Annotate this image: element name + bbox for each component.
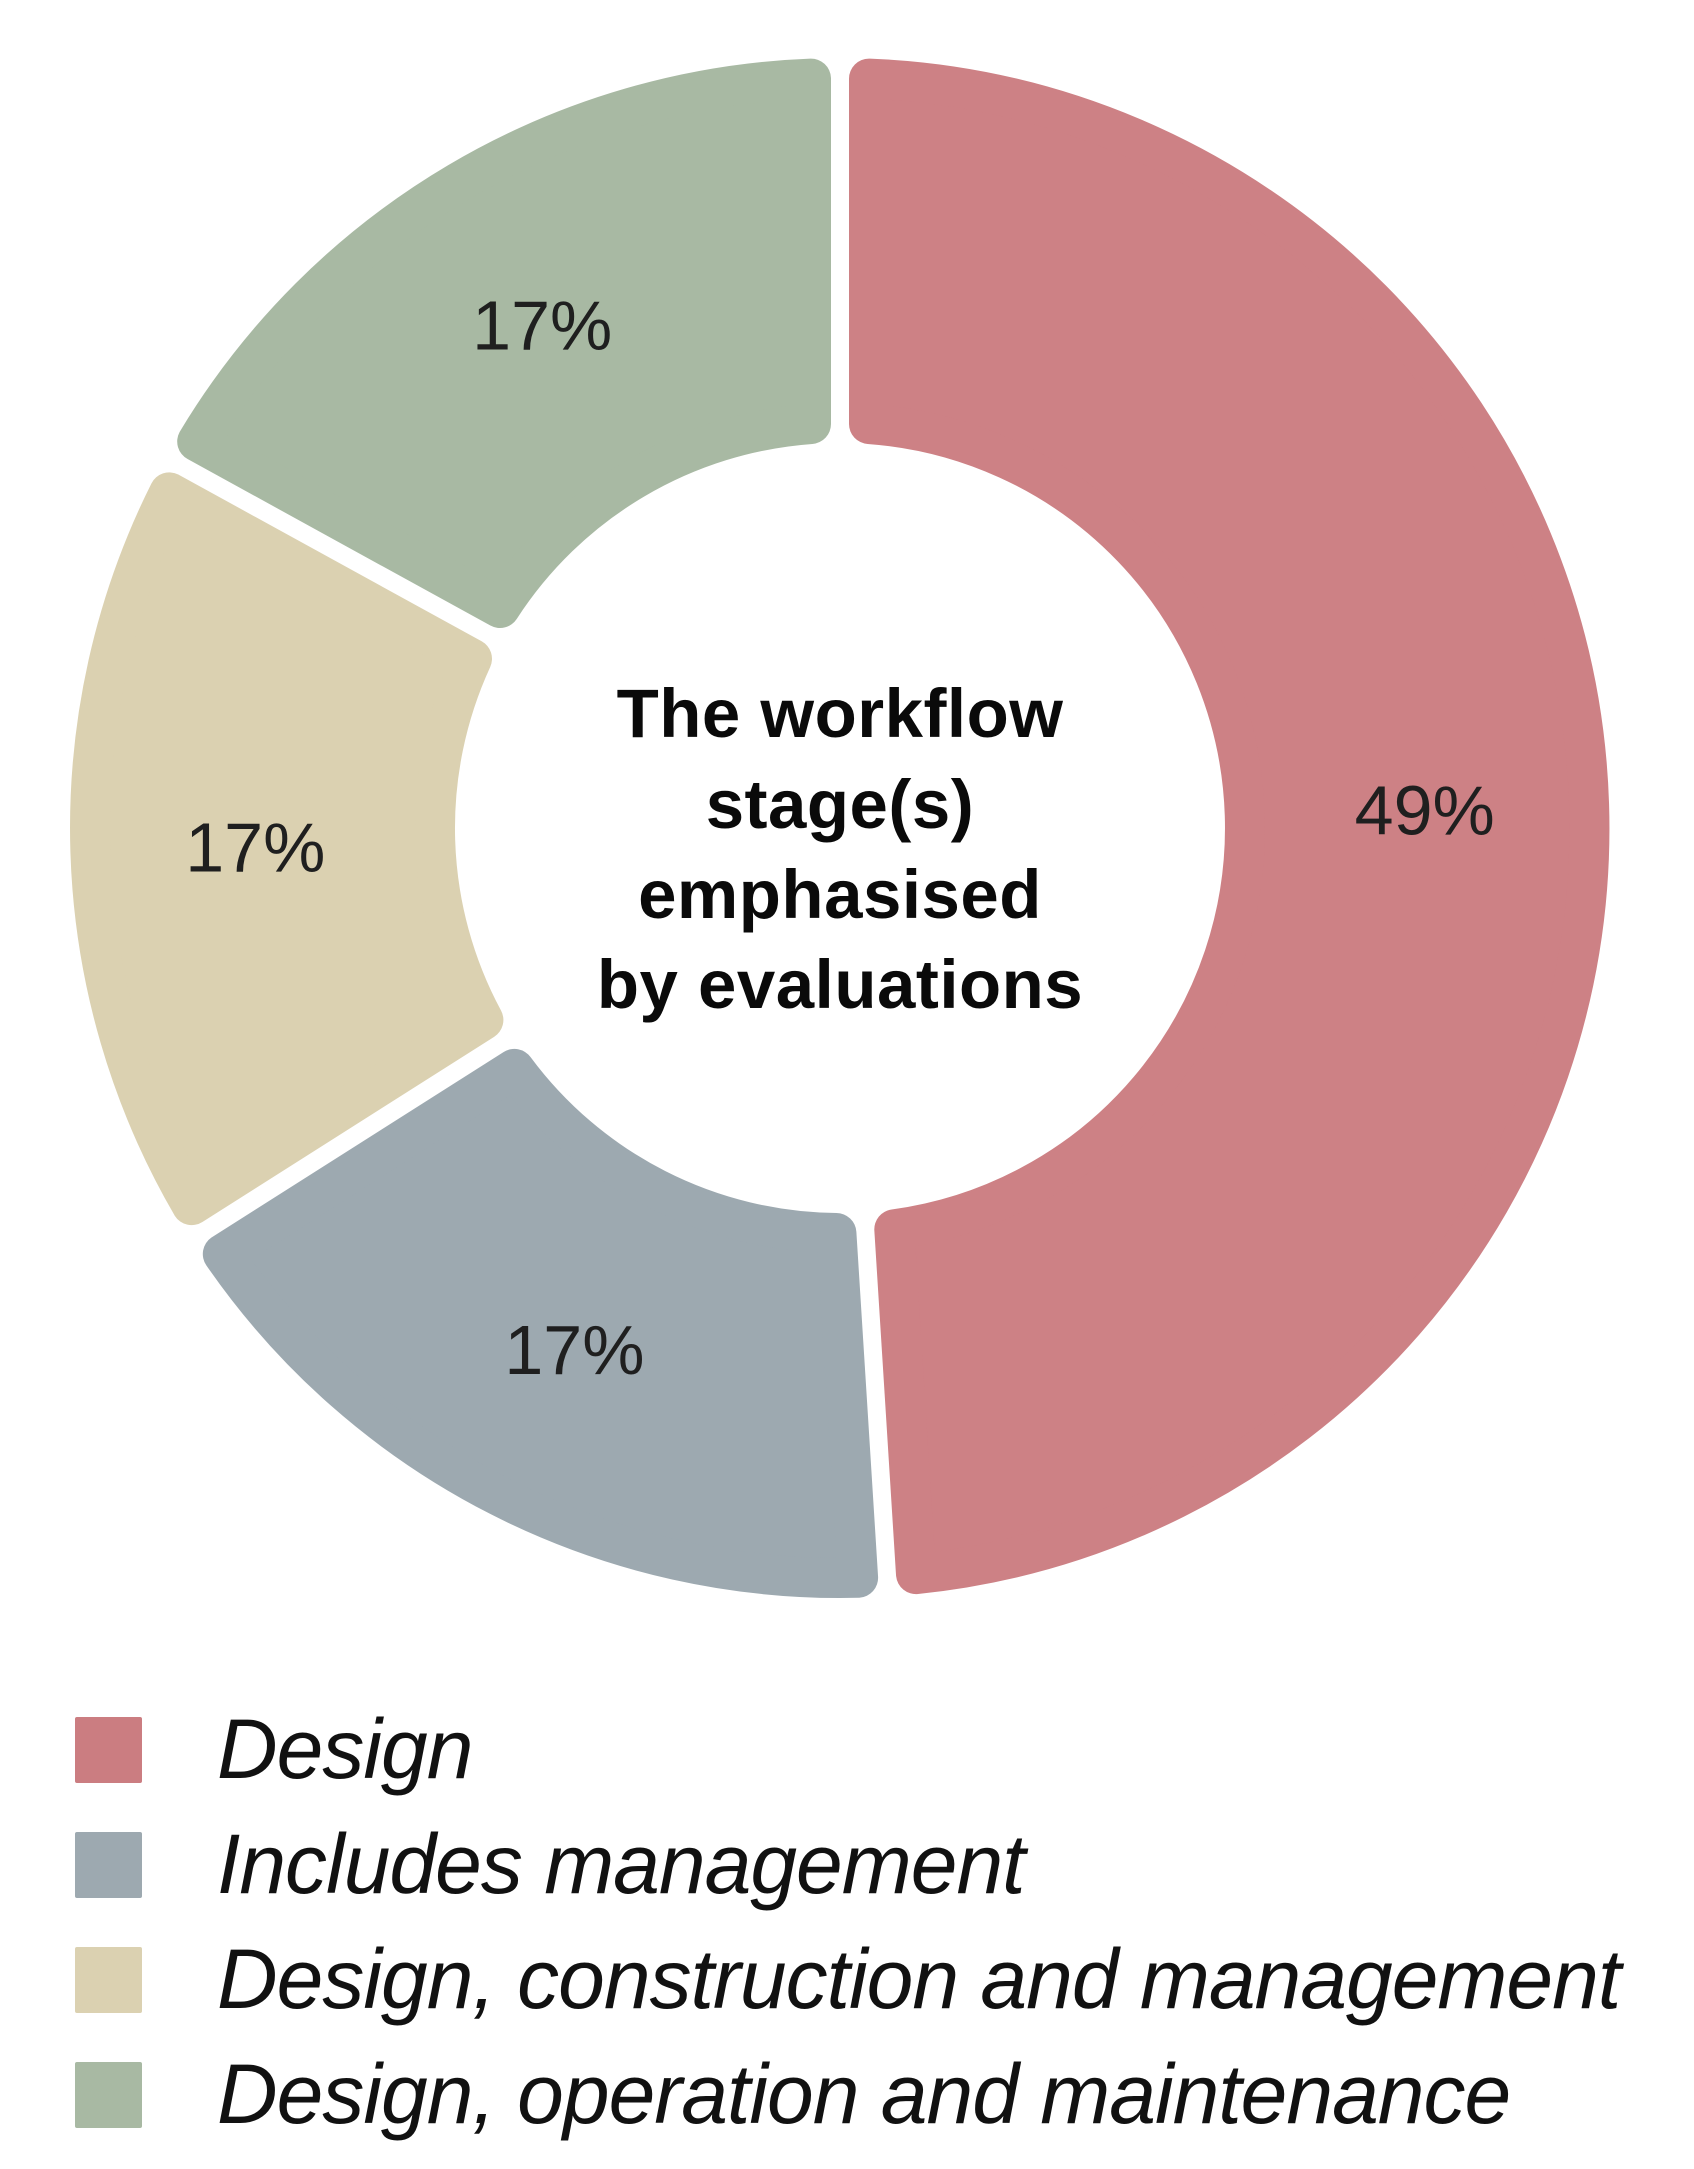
- legend-swatch: [75, 1946, 142, 2013]
- legend-item-2: Includes management: [75, 1807, 1620, 1922]
- legend-label: Includes management: [217, 1817, 1026, 1911]
- donut-slice-1: [849, 58, 1610, 1595]
- chart-center-title: The workflow stage(s) emphasised by eval…: [596, 675, 1084, 1024]
- chart-legend: Design Includes management Design, constru…: [75, 1692, 1621, 2152]
- legend-item-3: Design, construction and management: [75, 1922, 1621, 2037]
- slice-value-label: 17%: [472, 287, 612, 365]
- donut-rings: 49% 17% 17% 17%: [70, 58, 1610, 1599]
- donut-slice-2: [202, 1048, 879, 1599]
- legend-swatch: [75, 1716, 142, 1783]
- slice-value-label: 49%: [1355, 772, 1495, 850]
- donut-slice-4: [177, 58, 831, 628]
- slice-value-label: 17%: [185, 808, 325, 886]
- legend-label: Design, operation and maintenance: [217, 2047, 1511, 2141]
- donut-slice-3: [70, 472, 504, 1226]
- legend-item-4: Design, operation and maintenance: [75, 2037, 1620, 2152]
- legend-label: Design: [217, 1702, 473, 1796]
- donut-chart: 49% 17% 17% 17% The workflow stage(s) empha…: [70, 58, 1610, 1599]
- legend-swatch: [75, 2061, 142, 2128]
- slice-value-label: 17%: [504, 1311, 644, 1389]
- legend-item-1: Design: [75, 1692, 1620, 1807]
- legend-label: Design, construction and management: [217, 1932, 1621, 2026]
- legend-swatch: [75, 1831, 142, 1898]
